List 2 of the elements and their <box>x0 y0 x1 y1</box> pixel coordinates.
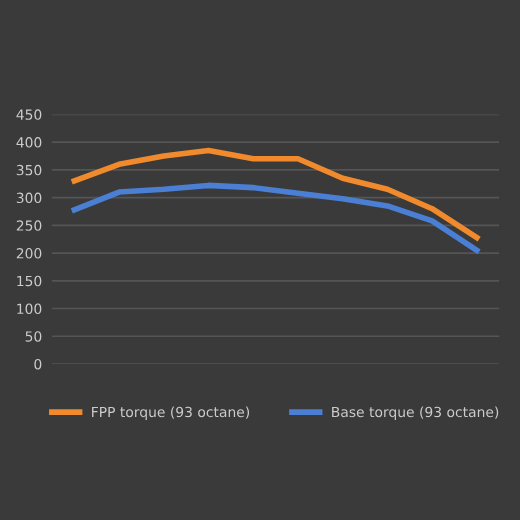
line-series <box>71 182 480 254</box>
line-series <box>71 147 480 241</box>
